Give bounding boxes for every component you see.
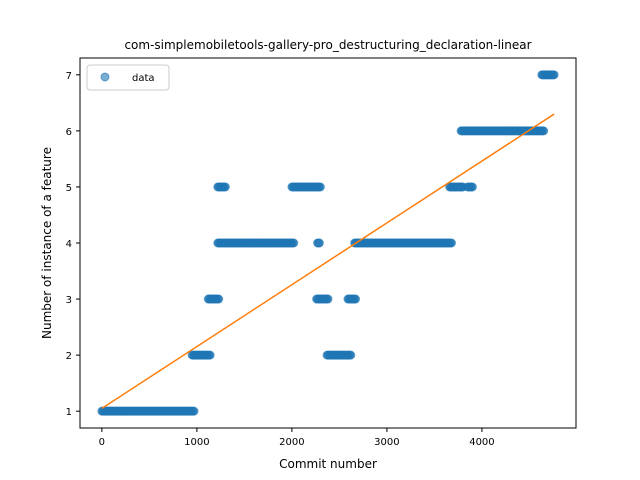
data-point: [315, 182, 325, 192]
data-point: [346, 350, 356, 360]
x-tick-label: 0: [99, 437, 105, 448]
data-point: [549, 70, 559, 80]
x-tick-label: 3000: [374, 437, 399, 448]
y-tick-label: 7: [66, 71, 72, 82]
data-point: [289, 238, 299, 248]
chart-title: com-simplemobiletools-gallery-pro_destru…: [124, 38, 531, 52]
data-point: [314, 238, 324, 248]
axes: 0 1000 2000 3000 4000 1 2 3 4 5 6 7: [66, 71, 495, 448]
data-point: [205, 350, 215, 360]
y-tick-label: 6: [66, 127, 72, 138]
y-tick-label: 3: [66, 295, 72, 306]
legend-label-data: data: [132, 73, 155, 84]
x-tick-label: 1000: [184, 437, 209, 448]
y-tick-label: 4: [66, 239, 72, 250]
y-axis-label: Number of instance of a feature: [40, 147, 54, 339]
legend: data: [86, 64, 170, 91]
data-point: [351, 294, 361, 304]
data-point: [539, 126, 549, 136]
y-tick-label: 5: [66, 183, 72, 194]
fit-line: [101, 113, 555, 410]
plot-area: [97, 70, 559, 416]
data-point: [214, 294, 224, 304]
data-point: [447, 238, 457, 248]
data-point: [189, 406, 199, 416]
x-tick-label: 2000: [279, 437, 304, 448]
data-point: [220, 182, 230, 192]
data-point: [467, 182, 477, 192]
data-point: [323, 294, 333, 304]
y-tick-label: 1: [66, 407, 72, 418]
x-axis-label: Commit number: [279, 457, 377, 471]
x-tick-label: 4000: [469, 437, 494, 448]
legend-box: [86, 64, 170, 91]
y-tick-label: 2: [66, 351, 72, 362]
legend-marker-data: [100, 72, 110, 82]
